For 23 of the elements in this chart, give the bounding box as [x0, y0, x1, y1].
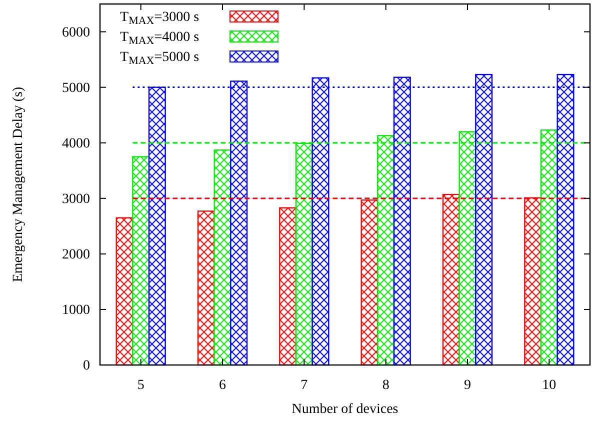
- x-tick-label: 9: [464, 378, 471, 393]
- x-tick-label: 6: [219, 378, 226, 393]
- bar: [214, 149, 232, 366]
- x-axis-title: Number of devices: [292, 402, 398, 417]
- y-tick-label: 0: [83, 358, 90, 374]
- bar: [279, 207, 297, 366]
- bar: [116, 217, 134, 366]
- x-tick-label: 7: [300, 378, 308, 393]
- legend-label: T$_{MAX}$=4000 s: [120, 30, 200, 47]
- x-tick-label: 5: [137, 378, 144, 393]
- y-tick-label: 2000: [62, 247, 90, 262]
- y-tick-label: 3000: [62, 192, 90, 207]
- y-tick-label: 5000: [62, 80, 90, 96]
- y-tick-label: 6000: [62, 25, 90, 40]
- bar: [132, 156, 150, 366]
- bar: [197, 210, 215, 366]
- x-tick-label: 8: [382, 378, 390, 393]
- y-axis-title: Emergency Management Delay (s): [11, 86, 26, 282]
- y-tick-label: 4000: [62, 136, 90, 152]
- legend-label: T$_{MAX}$=3000 s: [120, 10, 200, 27]
- legend-label: T$_{MAX}$=5000 s: [120, 50, 200, 67]
- y-tick-label: 1000: [62, 302, 90, 318]
- x-tick-label: 10: [542, 378, 556, 393]
